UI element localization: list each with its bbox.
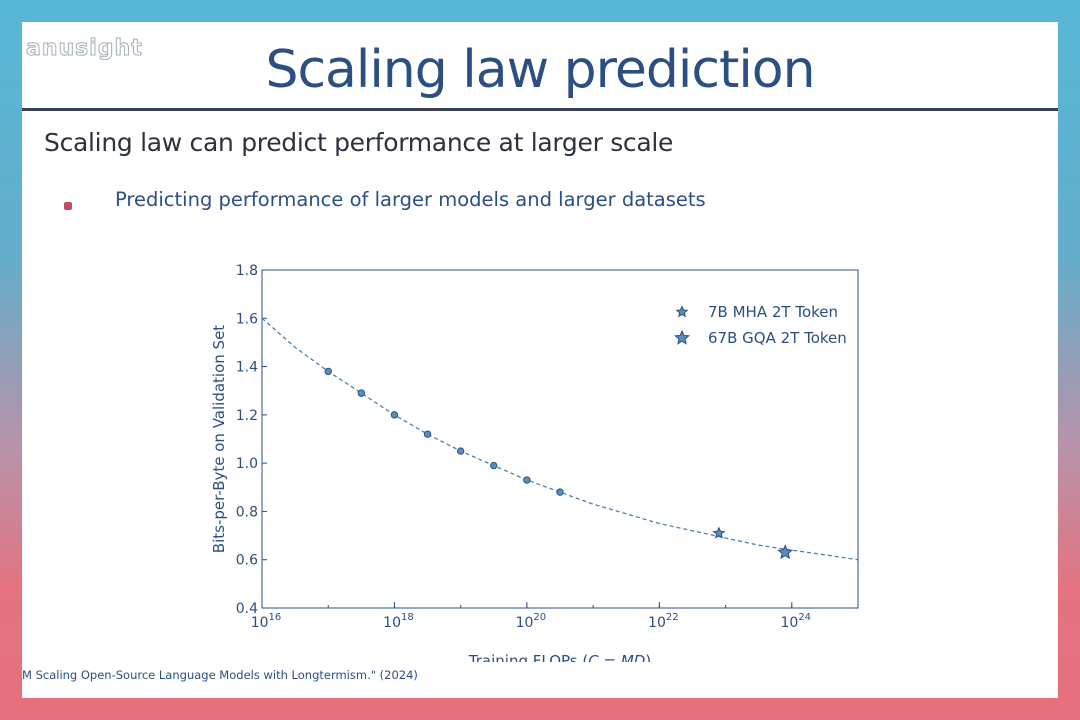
y-axis-ticks: 0.4 0.6 0.8 1.0 1.2 1.4 1.6 1.8 [236,263,267,617]
x-tick-exponent: 24 [798,612,811,623]
fit-curve [261,317,859,561]
data-point-star [777,544,794,560]
x-tick-base: 10 [648,615,666,631]
data-point-star [712,526,726,539]
x-tick-base: 10 [251,615,269,631]
data-point [556,488,564,496]
y-tick-label: 1.8 [236,263,258,279]
y-tick-label: 1.6 [236,311,258,327]
y-tick-label: 1.4 [236,360,258,376]
x-tick-label: 1020 [516,612,547,631]
data-point [324,367,332,376]
x-tick-base: 10 [516,615,534,631]
x-axis-label-part: C [588,652,599,662]
data-point [390,411,399,419]
chart-legend: 7B MHA 2T Token 67B GQA 2T Token [674,303,847,347]
y-tick-label: 1.0 [236,456,258,472]
slide: anusight Scaling law prediction Scaling … [22,22,1058,698]
x-tick-label: 1024 [780,612,811,631]
x-tick-label: 1018 [383,612,414,631]
data-point [423,430,432,438]
legend-star-icon [675,305,689,318]
data-points [324,367,794,560]
x-tick-exponent: 20 [533,612,546,623]
data-point [490,461,498,470]
x-axis-label-part: Training FLOPs ( [468,652,588,662]
x-tick-label: 1022 [648,612,679,631]
x-tick-exponent: 18 [401,612,414,623]
scaling-law-chart: 0.40.60.81.01.21.41.61.8 1016 1018 1020 102… [212,263,859,662]
x-axis-label-part: MD [621,652,646,662]
watermark-logo: anusight [26,36,143,62]
data-point [357,389,366,397]
x-axis-ticks: 1016 1018 1020 1022 1024 [251,602,859,631]
x-tick-base: 10 [780,615,798,631]
y-tick-label: 0.6 [236,553,258,569]
x-tick-exponent: 22 [666,612,679,623]
x-axis-label-part: = [599,652,621,662]
x-tick-exponent: 16 [269,612,282,623]
x-tick-label: 1016 [251,612,282,631]
bullet-marker-icon [64,202,72,210]
bullet-text: Predicting performance of larger models … [115,188,706,211]
x-tick-base: 10 [383,615,401,631]
slide-title: Scaling law prediction [265,40,815,100]
x-axis-label: Training FLOPs (C = MD) [468,652,651,662]
y-axis-label: Bits-per-Byte on Validation Set [212,325,228,553]
y-tick-label: 0.8 [236,504,258,520]
y-tick-label: 1.2 [236,408,258,424]
legend-star-icon [674,329,690,345]
title-divider [22,108,1058,111]
slide-heading: Scaling law can predict performance at l… [44,128,674,157]
legend-label: 7B MHA 2T Token [708,303,838,321]
y-tick-label: 0.4 [236,601,258,617]
plot-area [261,269,859,609]
data-point [523,476,531,484]
legend-label: 67B GQA 2T Token [708,329,847,347]
citation: M Scaling Open-Source Language Models wi… [22,668,418,682]
x-axis-label-part: ) [645,652,651,662]
data-point [456,447,465,455]
